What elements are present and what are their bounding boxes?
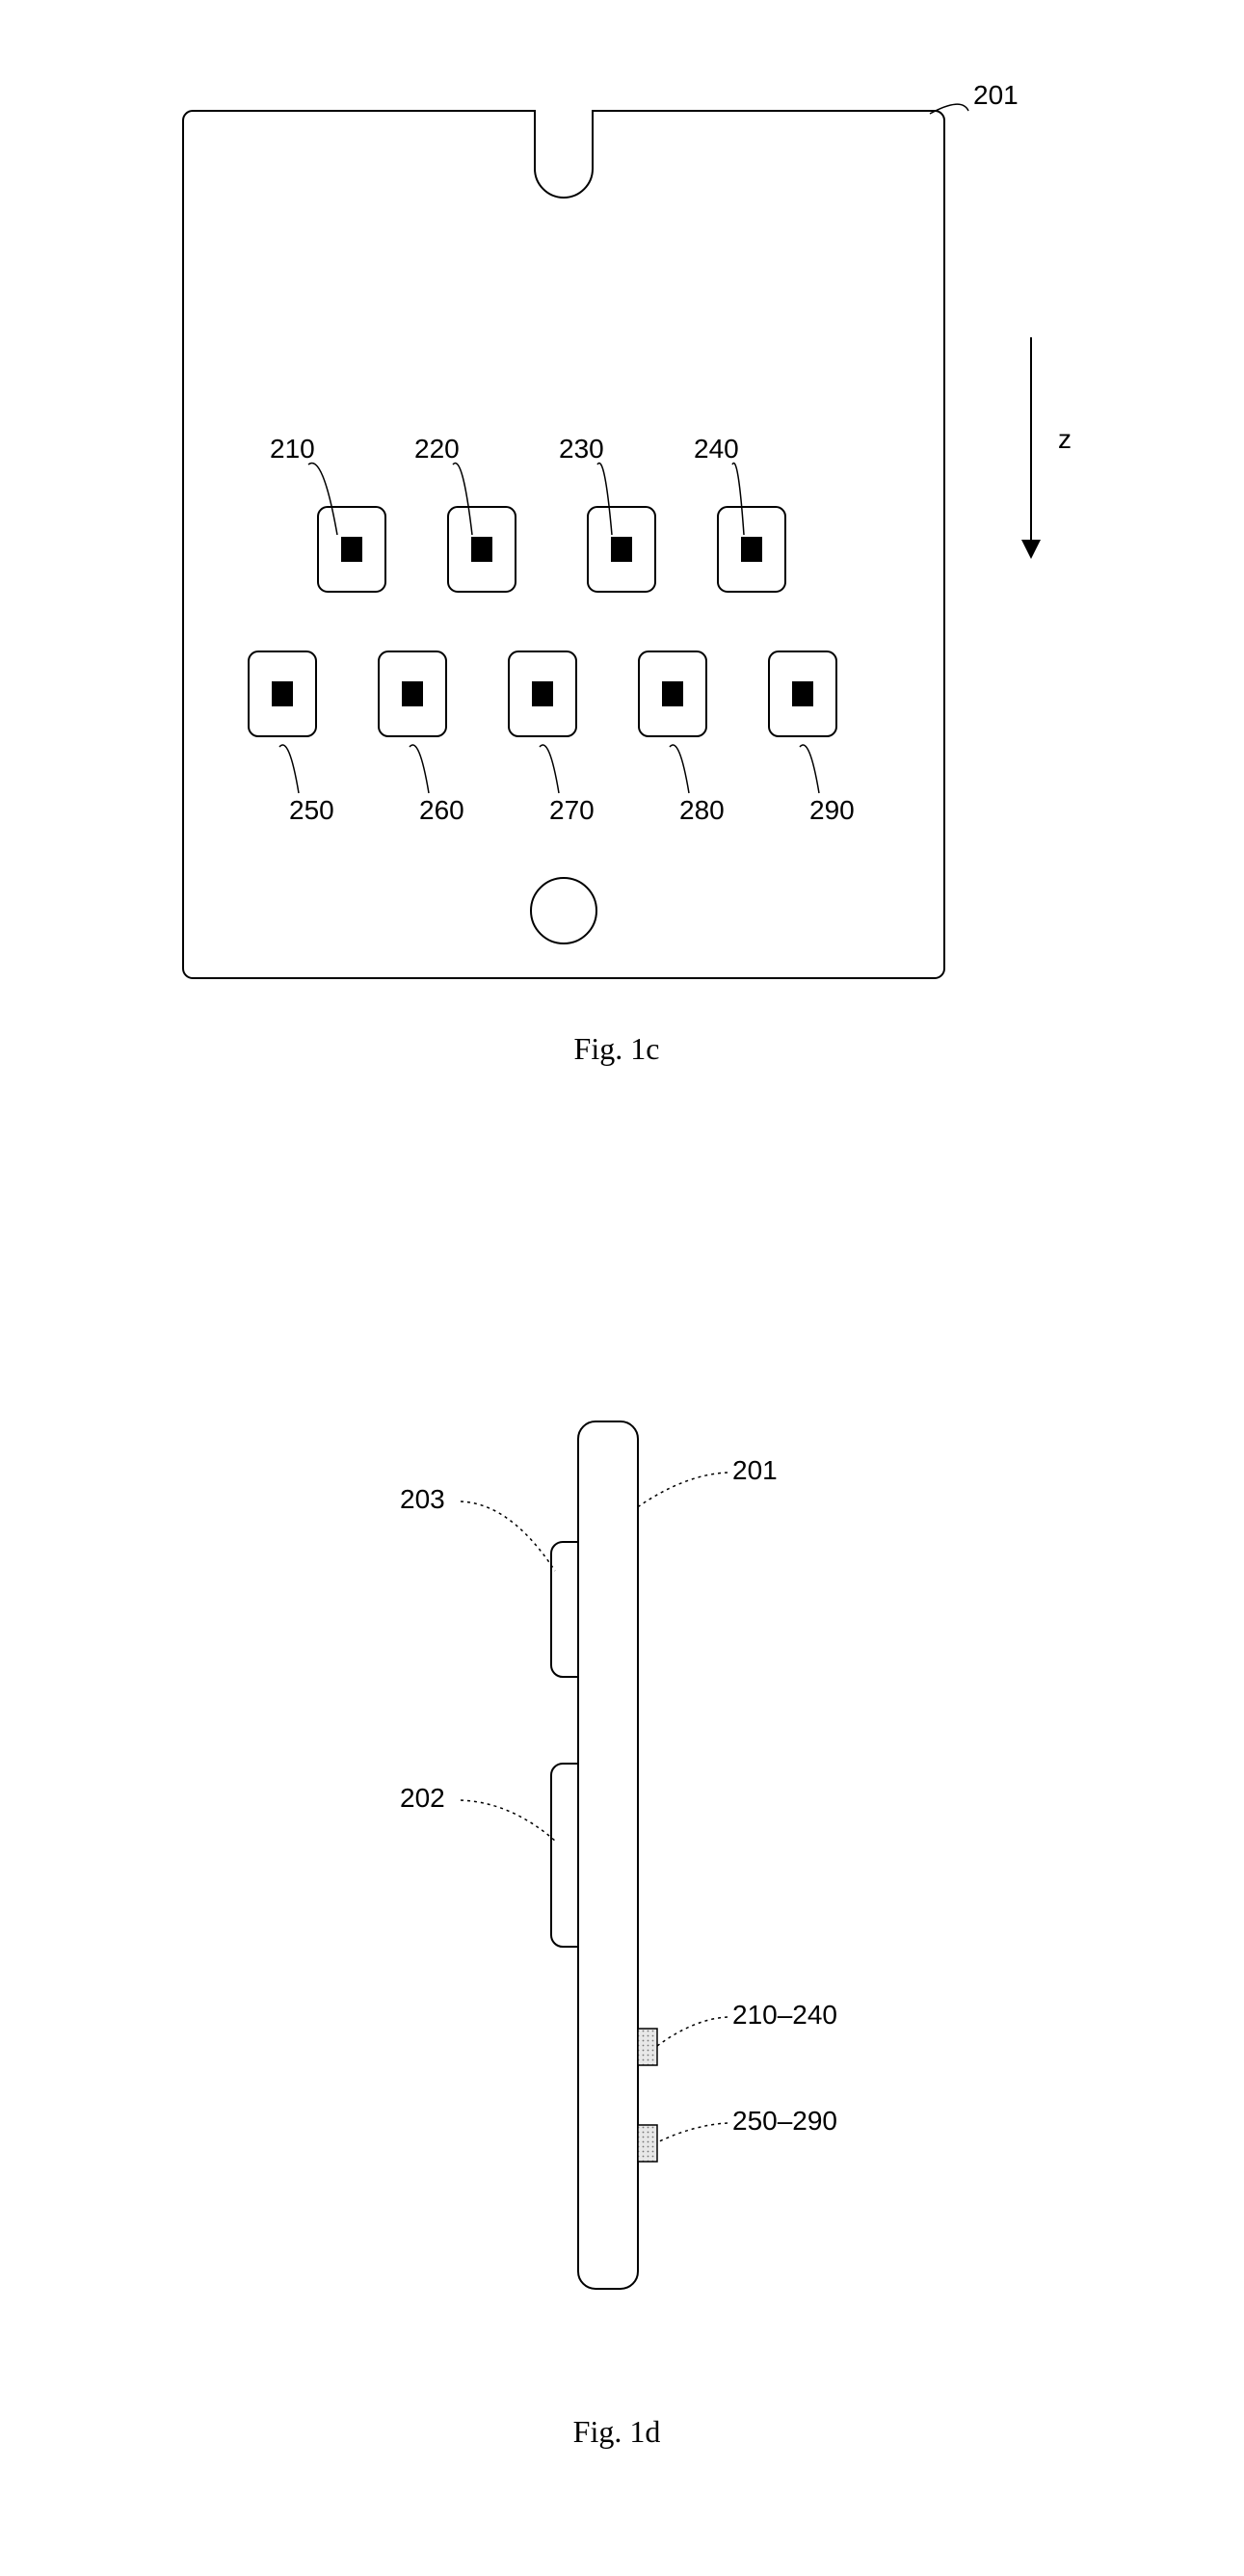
ref-250: 250 <box>289 795 334 826</box>
ref-250-290: 250–290 <box>732 2106 837 2137</box>
ref-230: 230 <box>559 434 604 465</box>
figure-1d-svg <box>0 0 1244 2506</box>
tab-210-240 <box>638 2029 657 2065</box>
ref-280: 280 <box>679 795 725 826</box>
ref-260: 260 <box>419 795 464 826</box>
ref-210-240: 210–240 <box>732 2000 837 2031</box>
leader-201-1d <box>636 1473 728 1508</box>
ref-240: 240 <box>694 434 739 465</box>
ref-203: 203 <box>400 1484 445 1515</box>
page-container: z 201 Fig. 1c 203 202 <box>0 0 1244 2576</box>
tab-250-290 <box>638 2125 657 2162</box>
leader-203 <box>461 1501 555 1571</box>
ref-210: 210 <box>270 434 315 465</box>
leader-250-290 <box>657 2123 728 2142</box>
leader-210-240 <box>657 2017 728 2046</box>
ref-220: 220 <box>414 434 460 465</box>
fig-1d-caption: Fig. 1d <box>540 2414 694 2450</box>
ref-201-1d: 201 <box>732 1455 778 1486</box>
body-201 <box>578 1421 638 2289</box>
leader-202 <box>461 1800 555 1841</box>
ref-290: 290 <box>809 795 855 826</box>
ref-202: 202 <box>400 1783 445 1814</box>
ref-270: 270 <box>549 795 595 826</box>
